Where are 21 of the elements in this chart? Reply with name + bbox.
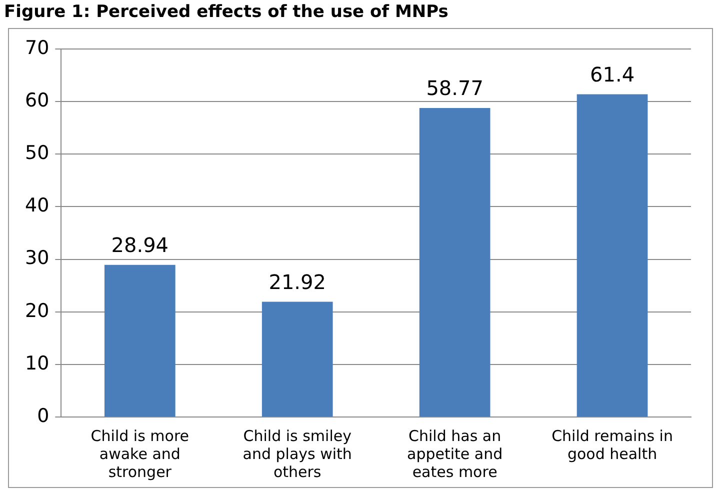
x-tick-label: Child is more awake and stronger (90, 426, 190, 481)
y-tick-label: 0 (37, 404, 50, 427)
bar (104, 264, 176, 416)
data-label: 58.77 (426, 76, 484, 100)
y-tick-label: 70 (24, 36, 50, 59)
x-tick-label: Child has an appetite and eates more (407, 426, 503, 481)
data-label: 61.4 (590, 62, 635, 86)
x-tick-label: Child is smiley and plays with others (242, 426, 352, 481)
y-tick-label: 50 (24, 142, 50, 164)
y-tick-label: 30 (24, 247, 50, 270)
y-tick-label: 10 (24, 352, 50, 374)
y-tick-label: 40 (24, 194, 50, 217)
bar (262, 302, 333, 416)
bar (419, 108, 490, 416)
x-tick-label: Child remains in good health (552, 426, 673, 463)
y-tick-label: 60 (24, 90, 50, 112)
data-label: 21.92 (268, 270, 326, 294)
data-label: 28.94 (111, 233, 169, 258)
chart-title: Figure 1: Perceived effects of the use of MNPs (3, 1, 450, 24)
bar (576, 94, 648, 416)
y-tick-label: 20 (24, 300, 50, 322)
